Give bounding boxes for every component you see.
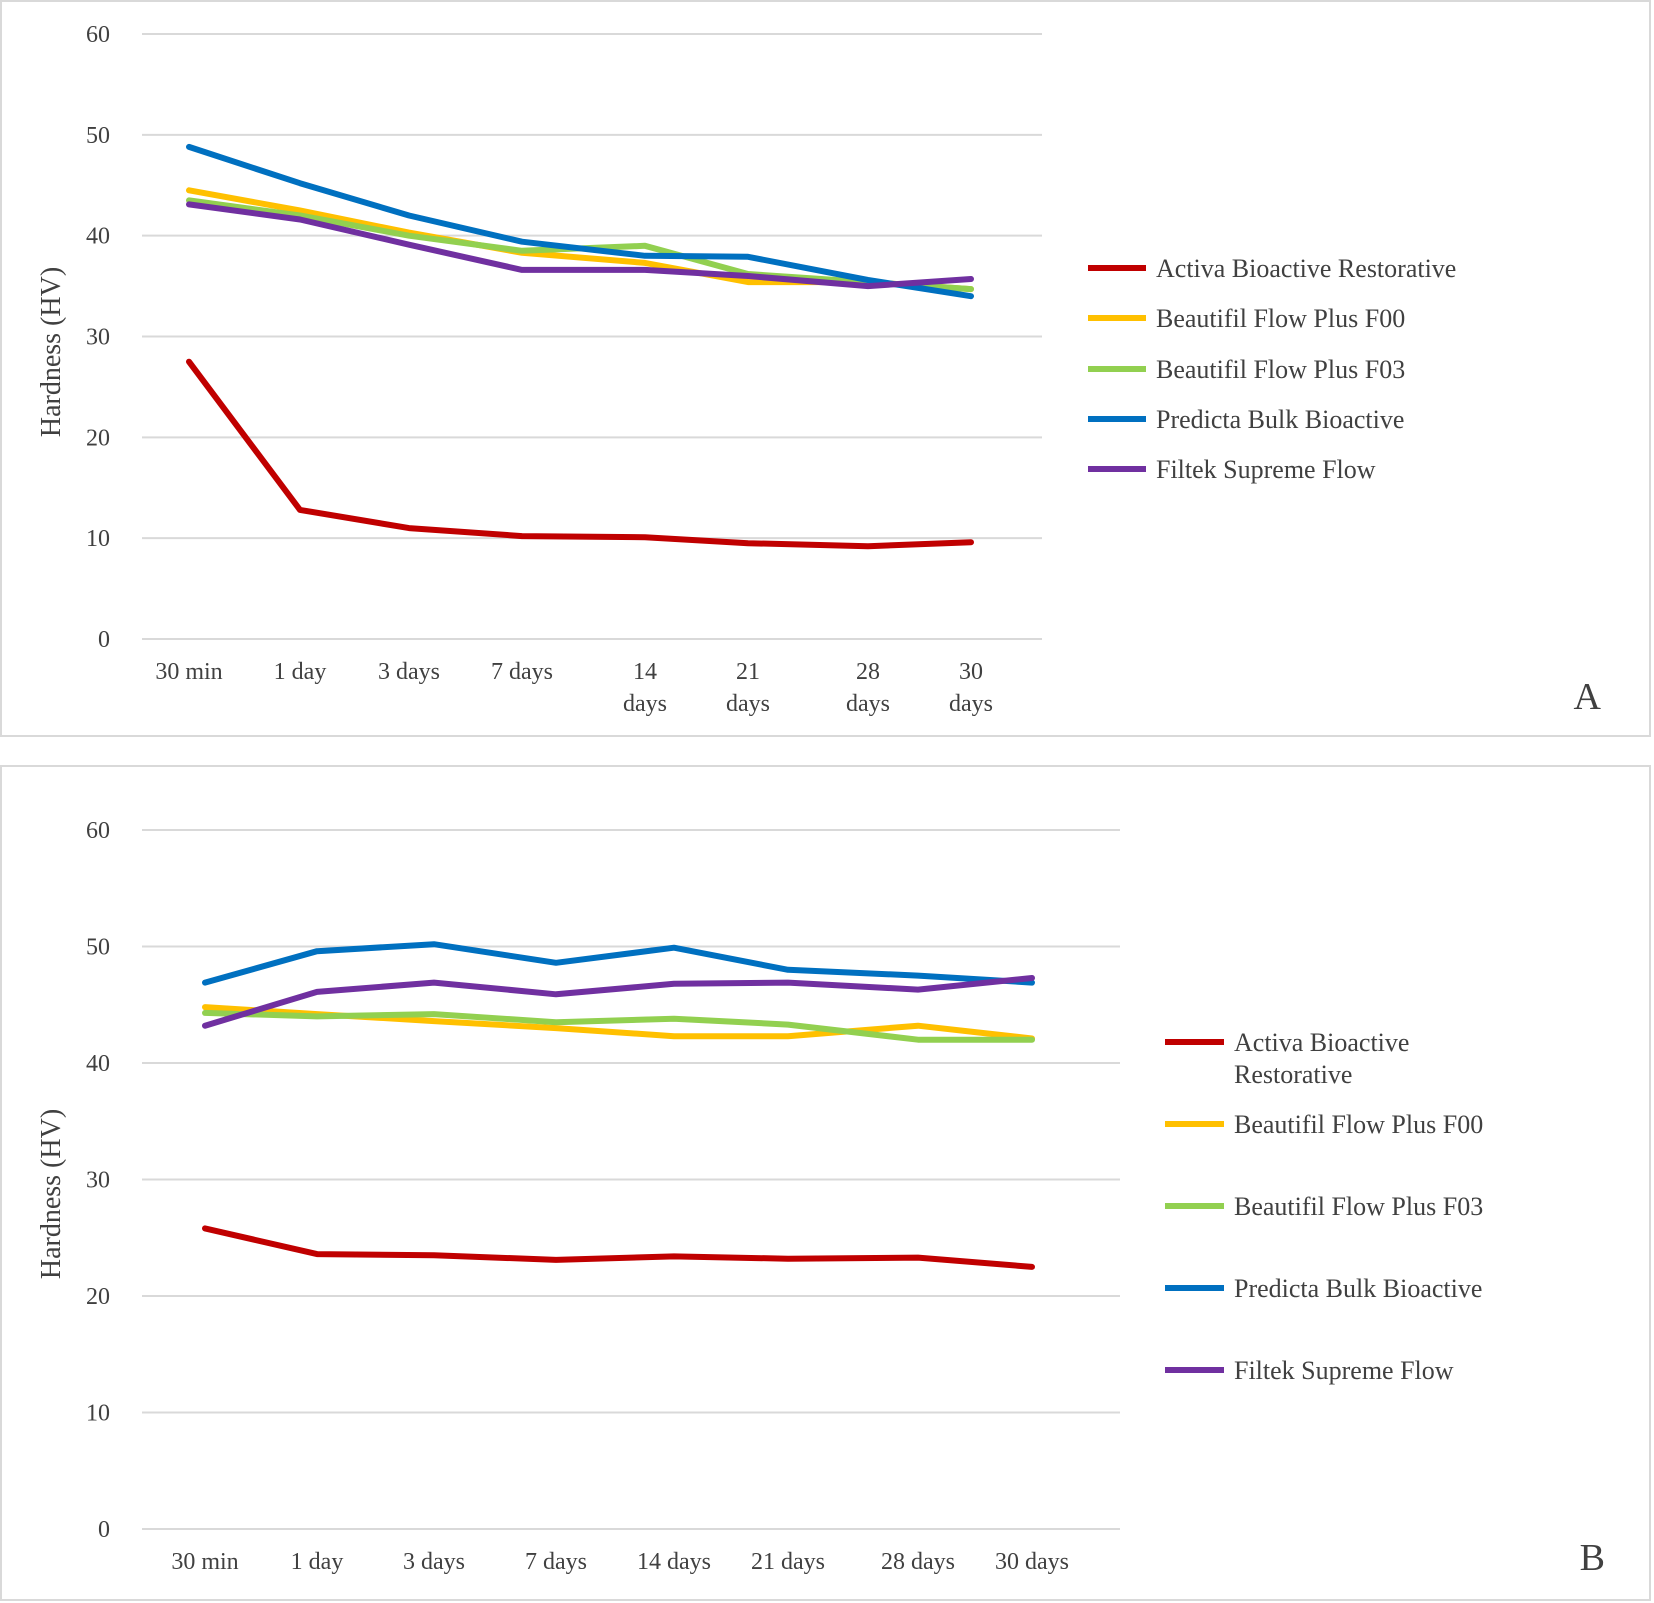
- chart-b-legend-label: Beautifil Flow Plus F00: [1234, 1110, 1483, 1139]
- chart-a-y-tick-label: 50: [86, 123, 110, 149]
- chart-b-x-tick-label: 21 days: [751, 1549, 825, 1575]
- chart-a-x-tick-label: 28 days: [846, 659, 890, 717]
- chart-panel-a: 0 10 20 30 40 50 60 Hardness (HV) 30 min 1 day 3 d…: [0, 0, 1651, 737]
- chart-a-y-tick-label: 20: [86, 425, 110, 451]
- chart-b-y-tick-label: 30: [86, 1168, 110, 1194]
- chart-b-x-tick-label: 1 day: [291, 1549, 344, 1575]
- chart-b-x-tick-label: 28 days: [881, 1549, 955, 1575]
- chart-a-svg: 0 10 20 30 40 50 60 Hardness (HV) 30 min 1 day 3 d…: [36, 22, 1602, 718]
- chart-a-series-line-5: [186, 201, 974, 290]
- chart-panel-b: 0 10 20 30 40 50 60 Hardness (HV) 30 min 1 day 3 d…: [0, 765, 1651, 1601]
- chart-a-x-tick-label: 3 days: [378, 659, 440, 685]
- chart-a-legend-label: Filtek Supreme Flow: [1156, 455, 1376, 484]
- chart-a-y-tick-label: 40: [86, 224, 110, 250]
- chart-b-y-tick-label: 0: [98, 1517, 110, 1543]
- chart-b-series-line-1: [202, 1225, 1035, 1270]
- chart-b-x-tick-label: 30 days: [995, 1549, 1069, 1575]
- chart-a-panel-label: A: [1574, 676, 1602, 718]
- chart-b-series-line-4: [202, 941, 1035, 986]
- chart-a-x-tick-label: 21 days: [726, 659, 770, 717]
- chart-b-y-tick-label: 60: [86, 818, 110, 844]
- chart-a-x-tick-label: 1 day: [274, 659, 327, 685]
- chart-b-y-tick-label: 50: [86, 935, 110, 961]
- chart-b-legend-label: Filtek Supreme Flow: [1234, 1356, 1454, 1385]
- chart-a-legend-label: Beautifil Flow Plus F03: [1156, 355, 1405, 384]
- chart-b-legend-label: Beautifil Flow Plus F03: [1234, 1192, 1483, 1221]
- chart-a-series-line-1: [186, 358, 974, 550]
- chart-a-y-tick-label: 0: [98, 627, 110, 653]
- chart-a-legend-label: Activa Bioactive Restorative: [1156, 254, 1456, 283]
- chart-a-y-tick-label: 10: [86, 526, 110, 552]
- chart-a-series-line-4: [186, 143, 974, 300]
- chart-a-legend-label: Beautifil Flow Plus F00: [1156, 304, 1405, 333]
- chart-a-x-tick-label: 30 days: [949, 659, 993, 717]
- chart-b-x-tick-label: 30 min: [171, 1549, 238, 1575]
- chart-a-x-tick-label: 7 days: [491, 659, 553, 685]
- chart-b-y-axis-title: Hardness (HV): [36, 1109, 67, 1279]
- chart-a-x-tick-label: 14 days: [623, 659, 667, 717]
- chart-a-y-axis-title: Hardness (HV): [36, 267, 67, 437]
- chart-b-y-tick-label: 10: [86, 1401, 110, 1427]
- chart-b-series-line-5: [202, 975, 1035, 1029]
- chart-b-series-line-3: [202, 1009, 1035, 1043]
- chart-b-x-tick-label: 3 days: [403, 1549, 465, 1575]
- chart-b-x-tick-label: 14 days: [637, 1549, 711, 1575]
- chart-b-x-tick-label: 7 days: [525, 1549, 587, 1575]
- chart-b-svg: 0 10 20 30 40 50 60 Hardness (HV) 30 min 1 day 3 d…: [36, 818, 1605, 1579]
- chart-b-legend-label: Predicta Bulk Bioactive: [1234, 1274, 1482, 1303]
- chart-a-x-tick-label: 30 min: [155, 659, 222, 685]
- chart-b-legend-label: Activa Bioactive Restorative: [1234, 1028, 1409, 1089]
- chart-b-y-tick-label: 40: [86, 1051, 110, 1077]
- chart-a-legend-label: Predicta Bulk Bioactive: [1156, 405, 1404, 434]
- chart-a-y-tick-label: 60: [86, 22, 110, 48]
- chart-b-panel-label: B: [1580, 1537, 1605, 1579]
- chart-a-y-tick-label: 30: [86, 325, 110, 351]
- chart-b-y-tick-label: 20: [86, 1284, 110, 1310]
